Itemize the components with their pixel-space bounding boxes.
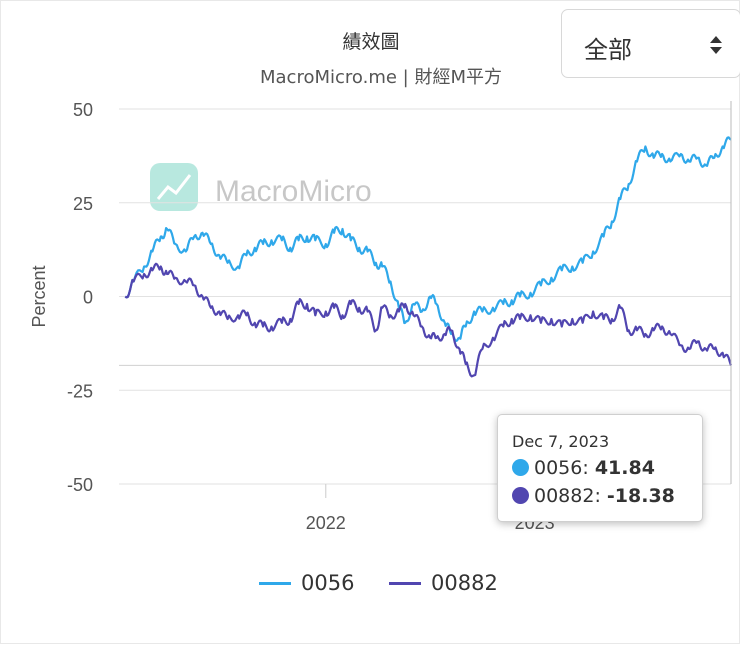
- legend-line-icon: [259, 581, 291, 585]
- data-tooltip: Dec 7, 2023 0056: 41.84 00882: -18.38: [497, 414, 703, 522]
- x-tick-label: 2022: [306, 513, 346, 533]
- series-dot-icon: [512, 459, 529, 476]
- legend-line-icon: [389, 581, 421, 585]
- series-line-00882[interactable]: [124, 262, 733, 378]
- sort-arrows-icon: [710, 36, 722, 54]
- chart-title: 績效圖: [342, 31, 400, 53]
- tooltip-row-0056: 0056: 41.84: [512, 457, 655, 479]
- y-tick-label: 25: [73, 194, 93, 214]
- y-axis-label: Percent: [29, 265, 49, 327]
- tooltip-series-value: 41.84: [594, 457, 655, 479]
- legend-label: 00882: [431, 571, 498, 595]
- tooltip-date: Dec 7, 2023: [512, 432, 610, 451]
- series-line-0056[interactable]: [124, 136, 732, 343]
- tooltip-series-name: 00882: [534, 485, 595, 507]
- macromicro-watermark: MacroMicro: [150, 163, 372, 211]
- tooltip-row-00882: 00882: -18.38: [512, 485, 675, 507]
- y-tick-label: 50: [73, 100, 93, 120]
- y-tick-label: -50: [67, 475, 93, 495]
- legend-label: 0056: [301, 571, 355, 595]
- y-tick-label: -25: [67, 381, 93, 401]
- y-tick-label: 0: [83, 288, 93, 308]
- tooltip-series-value: -18.38: [606, 485, 675, 507]
- chart-subtitle: MacroMicro.me | 財經M平方: [260, 67, 502, 88]
- legend-item-00882[interactable]: 00882: [389, 571, 498, 595]
- watermark-logo-icon: [150, 163, 198, 211]
- tooltip-series-name: 0056: [534, 457, 583, 479]
- series-dot-icon: [512, 487, 529, 504]
- range-select-value: 全部: [584, 36, 632, 64]
- series-lines[interactable]: [124, 136, 733, 378]
- range-select[interactable]: 全部: [561, 9, 740, 78]
- legend-item-0056[interactable]: 0056: [259, 571, 354, 595]
